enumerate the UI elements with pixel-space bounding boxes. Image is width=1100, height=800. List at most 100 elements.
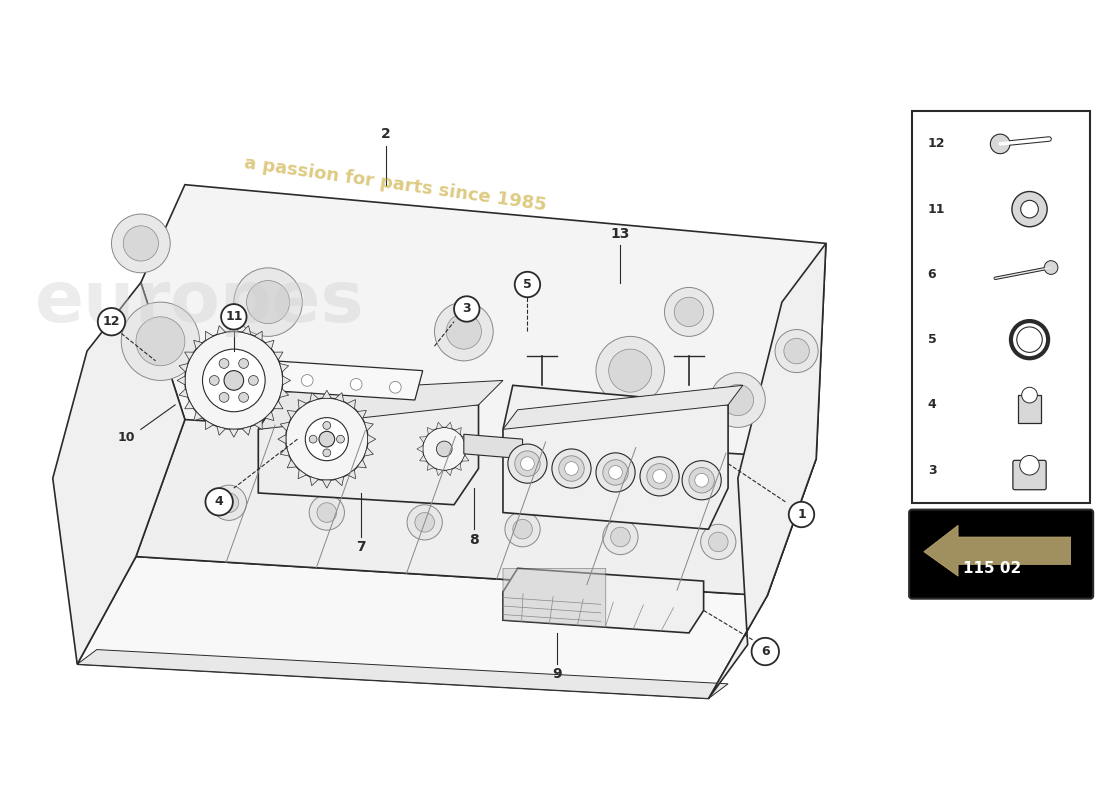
Circle shape <box>246 281 289 324</box>
Circle shape <box>652 470 667 483</box>
Polygon shape <box>298 399 307 409</box>
Polygon shape <box>503 386 728 529</box>
Circle shape <box>121 302 199 381</box>
Circle shape <box>317 502 337 522</box>
Circle shape <box>723 384 754 416</box>
Circle shape <box>596 453 635 492</box>
Polygon shape <box>242 326 251 334</box>
Polygon shape <box>503 568 704 633</box>
Polygon shape <box>283 376 290 385</box>
Text: 6: 6 <box>927 268 936 281</box>
Circle shape <box>603 519 638 554</box>
Circle shape <box>239 358 249 368</box>
Text: 11: 11 <box>927 202 945 216</box>
Polygon shape <box>503 568 606 627</box>
Circle shape <box>422 427 465 470</box>
Circle shape <box>674 298 704 326</box>
Circle shape <box>640 457 679 496</box>
Circle shape <box>309 435 317 443</box>
Circle shape <box>219 358 229 368</box>
Text: 5: 5 <box>524 278 531 291</box>
Polygon shape <box>258 381 503 430</box>
Circle shape <box>689 467 714 493</box>
Polygon shape <box>280 447 289 456</box>
Circle shape <box>206 488 233 515</box>
Circle shape <box>552 449 591 488</box>
Circle shape <box>508 444 547 483</box>
Polygon shape <box>708 243 826 698</box>
Polygon shape <box>427 463 433 470</box>
Circle shape <box>608 466 623 479</box>
Circle shape <box>711 373 766 427</box>
Polygon shape <box>322 390 331 398</box>
Circle shape <box>221 304 246 330</box>
Polygon shape <box>278 434 286 444</box>
Polygon shape <box>924 526 1070 576</box>
Polygon shape <box>455 463 461 470</box>
Polygon shape <box>77 557 767 698</box>
Polygon shape <box>298 470 307 478</box>
Polygon shape <box>194 340 202 349</box>
Circle shape <box>1020 455 1040 475</box>
Circle shape <box>447 314 482 349</box>
Circle shape <box>608 349 651 392</box>
Polygon shape <box>53 282 185 664</box>
Polygon shape <box>242 426 251 435</box>
Polygon shape <box>254 331 262 341</box>
Polygon shape <box>367 434 376 444</box>
Circle shape <box>249 375 258 386</box>
Circle shape <box>784 338 810 364</box>
Circle shape <box>389 382 402 393</box>
Polygon shape <box>465 446 472 452</box>
Polygon shape <box>462 455 469 461</box>
Circle shape <box>337 435 344 443</box>
Polygon shape <box>258 392 478 505</box>
Polygon shape <box>136 185 826 596</box>
Polygon shape <box>77 650 728 698</box>
Circle shape <box>407 505 442 540</box>
Polygon shape <box>194 412 202 421</box>
Polygon shape <box>437 422 443 429</box>
Polygon shape <box>446 422 452 429</box>
Circle shape <box>520 457 535 470</box>
Polygon shape <box>417 446 424 452</box>
Circle shape <box>350 378 362 390</box>
Circle shape <box>219 493 239 513</box>
Polygon shape <box>185 401 194 409</box>
Polygon shape <box>310 393 319 402</box>
FancyBboxPatch shape <box>909 510 1093 598</box>
Polygon shape <box>206 331 213 341</box>
Polygon shape <box>206 420 213 430</box>
Text: a passion for parts since 1985: a passion for parts since 1985 <box>243 154 548 215</box>
Circle shape <box>219 393 229 402</box>
Polygon shape <box>358 410 366 418</box>
Circle shape <box>990 134 1010 154</box>
Circle shape <box>136 317 185 366</box>
Text: 4: 4 <box>214 495 223 508</box>
Polygon shape <box>419 455 427 461</box>
Polygon shape <box>279 389 288 398</box>
Circle shape <box>664 287 714 336</box>
Polygon shape <box>217 426 226 435</box>
Text: 115 02: 115 02 <box>964 561 1022 576</box>
Circle shape <box>98 308 125 335</box>
Circle shape <box>603 460 628 485</box>
Polygon shape <box>274 352 283 360</box>
Polygon shape <box>348 399 355 409</box>
Polygon shape <box>437 469 443 476</box>
Polygon shape <box>287 410 296 418</box>
Text: 4: 4 <box>927 398 936 411</box>
Bar <box>912 111 1090 502</box>
Polygon shape <box>265 412 274 421</box>
Bar <box>1018 395 1042 422</box>
Polygon shape <box>280 422 289 431</box>
Circle shape <box>513 519 532 539</box>
Polygon shape <box>179 389 188 398</box>
Circle shape <box>1021 200 1038 218</box>
Circle shape <box>323 449 331 457</box>
Text: 3: 3 <box>927 464 936 477</box>
Polygon shape <box>464 434 522 458</box>
Polygon shape <box>446 469 452 476</box>
Circle shape <box>111 214 170 273</box>
FancyBboxPatch shape <box>1013 460 1046 490</box>
